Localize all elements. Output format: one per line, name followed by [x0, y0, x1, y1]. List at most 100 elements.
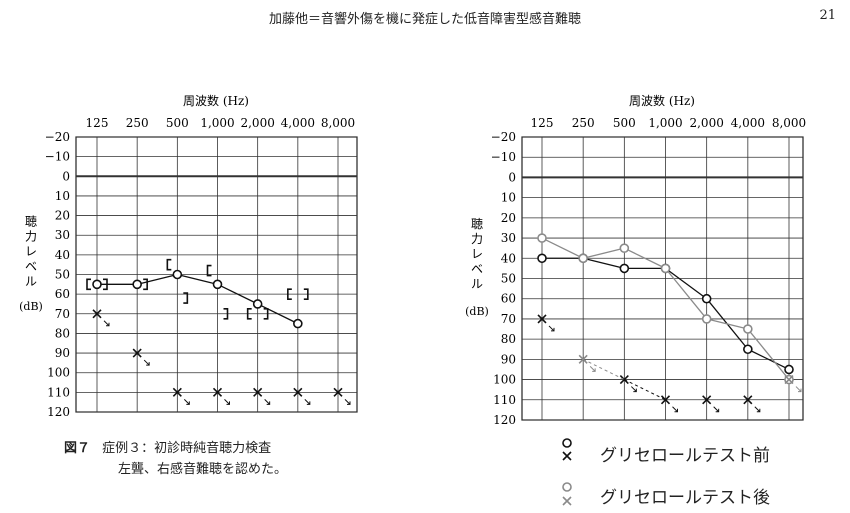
legend-label-before: グリセロールテスト前 — [600, 446, 770, 466]
chart2-y-axis-title-char: 聴 — [471, 217, 483, 231]
chart1-y-tick-label: −10 — [45, 150, 70, 164]
page-number: 21 — [819, 8, 836, 23]
chart1-marker-circle — [293, 318, 303, 329]
chart1-y-tick-label: 40 — [55, 248, 70, 262]
chart2-marker-circle — [578, 253, 588, 264]
chart1-x-tick-label: 1,000 — [200, 116, 234, 130]
chart2-y-tick-label: 50 — [501, 272, 516, 286]
chart1-marker-cross — [212, 387, 223, 397]
figure-caption-text: 症例３：初診時純音聴力検査 — [102, 441, 272, 456]
chart2-marker-circle — [784, 364, 794, 375]
chart1-y-tick-label: 70 — [55, 307, 70, 321]
chart1-x-axis-title: 周波数 (Hz) — [183, 93, 249, 108]
chart1-y-tick-label: 50 — [55, 268, 70, 282]
chart2-series-line — [583, 247, 625, 259]
legend-before-cross-icon — [562, 451, 572, 461]
chart2-y-axis-title-char: ル — [471, 277, 483, 291]
legend-after-circle-icon — [562, 482, 572, 492]
chart2-marker-circle — [660, 263, 671, 274]
chart2-marker-circle — [743, 344, 753, 355]
chart1-scale-out-arrow — [183, 399, 190, 405]
chart1-marker-circle — [212, 279, 223, 290]
running-header: 加藤他＝音響外傷を機に発症した低音障害型感音難聴 — [268, 12, 581, 27]
chart2-x-tick-label: 500 — [613, 116, 636, 130]
figure-caption-line2: 左聾、右感音難聴を認めた。 — [118, 462, 288, 477]
chart1-y-axis-title-char: 力 — [25, 229, 37, 243]
chart1-x-tick-label: 2,000 — [240, 116, 274, 130]
chart2-scale-out-arrow — [548, 325, 555, 332]
chart2-y-tick-label: 70 — [501, 312, 516, 326]
chart2-dashed-connector — [624, 379, 666, 401]
chart2-scale-out-arrow — [754, 406, 761, 413]
chart1-marker-circle — [132, 279, 142, 290]
chart1-y-axis-title-char: レ — [25, 244, 37, 258]
chart2-y-tick-label: −20 — [491, 130, 516, 144]
chart2-scale-out-arrow — [713, 406, 720, 413]
chart2-y-tick-label: 100 — [493, 373, 516, 387]
chart2-y-tick-label: −10 — [491, 150, 516, 164]
chart1-series-line — [137, 273, 178, 285]
chart2-x-tick-label: 2,000 — [689, 116, 723, 130]
chart1-y-tick-label: 20 — [55, 209, 70, 223]
chart2-y-tick-label: 110 — [493, 393, 516, 407]
legend-label-after: グリセロールテスト後 — [600, 488, 770, 508]
chart2-marker-circle — [701, 293, 712, 304]
chart1-scale-out-arrow — [143, 359, 150, 366]
chart1-y-tick-label: 60 — [55, 287, 70, 301]
chart2-y-tick-label: 80 — [501, 332, 516, 346]
chart2-y-tick-label: 10 — [501, 191, 516, 205]
chart1-marker-cross — [333, 387, 343, 397]
chart1-marker-cross — [92, 309, 102, 319]
chart2-y-tick-label: 120 — [493, 413, 516, 427]
chart1-marker-bracket-left — [287, 288, 292, 300]
chart2-marker-circle — [537, 253, 547, 264]
chart2-x-tick-label: 4,000 — [731, 116, 765, 130]
legend-before-circle-icon — [562, 438, 572, 448]
figure-caption-line1: 図７ 症例３：初診時純音聴力検査 — [64, 437, 271, 456]
chart1-scale-out-arrow — [103, 320, 110, 327]
chart2-marker-cross — [660, 395, 671, 405]
chart1-series-line — [257, 303, 299, 325]
chart1-marker-circle — [92, 279, 102, 290]
chart1-marker-bracket-left — [206, 264, 212, 277]
chart1-y-tick-label: 110 — [47, 385, 70, 399]
chart1-y-tick-label: −20 — [45, 130, 70, 144]
chart1-scale-out-arrow — [344, 399, 351, 405]
chart2-marker-cross — [537, 314, 547, 324]
chart2-series-line — [706, 318, 748, 330]
chart2-marker-circle — [743, 324, 753, 334]
chart1-marker-cross — [132, 348, 142, 358]
chart2-y-tick-label: 90 — [501, 352, 516, 366]
chart2-series-line — [747, 328, 790, 380]
chart1-y-tick-label: 10 — [55, 189, 70, 203]
chart2-y-tick-label: 20 — [501, 211, 516, 225]
chart2-y-axis-title-char: ベ — [471, 262, 483, 276]
chart2-series-line — [624, 247, 666, 269]
chart1-scale-out-arrow — [224, 399, 230, 405]
chart2-marker-cross — [743, 395, 753, 405]
chart1-marker-bracket-left — [86, 278, 91, 291]
chart1-y-tick-label: 80 — [55, 326, 70, 340]
chart2-y-tick-label: 60 — [501, 292, 516, 306]
chart2-marker-circle — [619, 243, 630, 253]
chart2-marker-circle — [701, 314, 712, 324]
chart2-series-line — [583, 257, 625, 270]
chart2-series-line — [541, 237, 584, 259]
chart2-x-axis-title: 周波数 (Hz) — [629, 93, 695, 108]
chart2-y-axis-title-char: レ — [471, 247, 483, 261]
chart1-y-tick-label: 0 — [62, 169, 70, 183]
chart1-y-axis-title-char: ル — [25, 274, 37, 288]
chart1-y-tick-label: 100 — [47, 366, 70, 380]
chart2-y-tick-label: 30 — [501, 231, 516, 245]
chart1-x-tick-label: 8,000 — [321, 116, 355, 130]
chart1-y-axis-title-char: ベ — [25, 259, 37, 273]
chart1-marker-circle — [252, 299, 263, 309]
chart1-series-line — [217, 283, 258, 305]
chart1-marker-bracket-left — [246, 307, 252, 320]
chart2-marker-circle — [619, 263, 630, 274]
chart1-x-tick-label: 500 — [166, 116, 189, 130]
chart1-x-tick-label: 125 — [86, 116, 109, 130]
chart2-marker-cross — [619, 375, 629, 385]
chart1-scale-out-arrow — [264, 399, 271, 405]
